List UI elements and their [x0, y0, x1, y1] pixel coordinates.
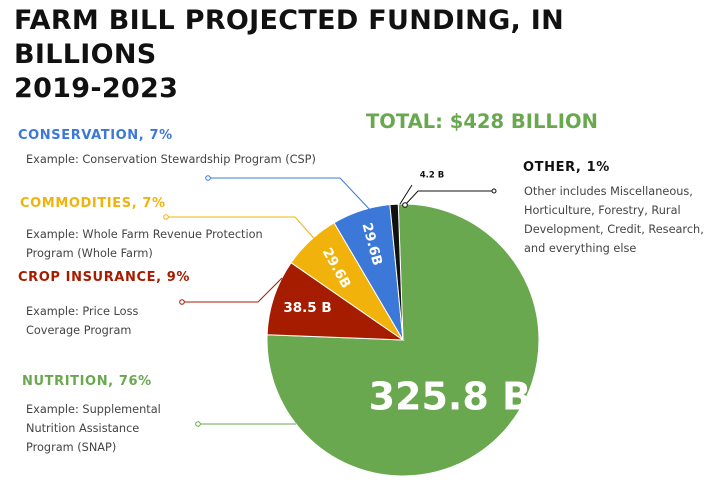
- commodities-heading: COMMODITIES, 7%: [20, 196, 166, 211]
- chart-title-line2: 2019-2023: [14, 73, 179, 104]
- slice-label-crop-insurance: 38.5 B: [283, 300, 331, 316]
- leader-dot-nutrition: [195, 421, 201, 427]
- leader-line-commodities: [166, 216, 321, 246]
- slice-label-other: 4.2 B: [420, 171, 445, 181]
- other-description: Other includes Miscellaneous, Horticultu…: [524, 185, 704, 255]
- leader-dot-crop-insurance: [179, 299, 185, 305]
- crop-insurance-description: Example: Price Loss Coverage Program: [26, 305, 139, 337]
- nutrition-description: Example: Supplemental Nutrition Assistan…: [26, 403, 161, 454]
- leader-dot-other-end: [491, 188, 497, 194]
- leader-line-conservation: [208, 177, 373, 213]
- conservation-description: Example: Conservation Stewardship Progra…: [26, 153, 316, 166]
- nutrition-heading: NUTRITION, 76%: [22, 374, 152, 389]
- leader-dot-commodities: [163, 214, 169, 220]
- other-heading: OTHER, 1%: [523, 160, 610, 175]
- leader-dot-other: [402, 202, 408, 208]
- slice-label-nutrition: 325.8 B: [369, 374, 531, 418]
- leader-line-other-top: [399, 184, 413, 205]
- leader-line-crop-insurance: [182, 277, 283, 303]
- total-label: TOTAL: $428 BILLION: [366, 110, 598, 133]
- leader-dot-conservation: [205, 175, 211, 181]
- crop-insurance-heading: CROP INSURANCE, 9%: [18, 270, 190, 285]
- chart-title: FARM BILL PROJECTED FUNDING, IN BILLIONS…: [14, 4, 714, 106]
- conservation-heading: CONSERVATION, 7%: [18, 128, 173, 143]
- leader-line-other: [404, 190, 492, 206]
- pie-slice-other: [389, 203, 404, 341]
- commodities-description: Example: Whole Farm Revenue Protection P…: [26, 228, 263, 260]
- chart-title-line1: FARM BILL PROJECTED FUNDING, IN BILLIONS: [14, 5, 565, 70]
